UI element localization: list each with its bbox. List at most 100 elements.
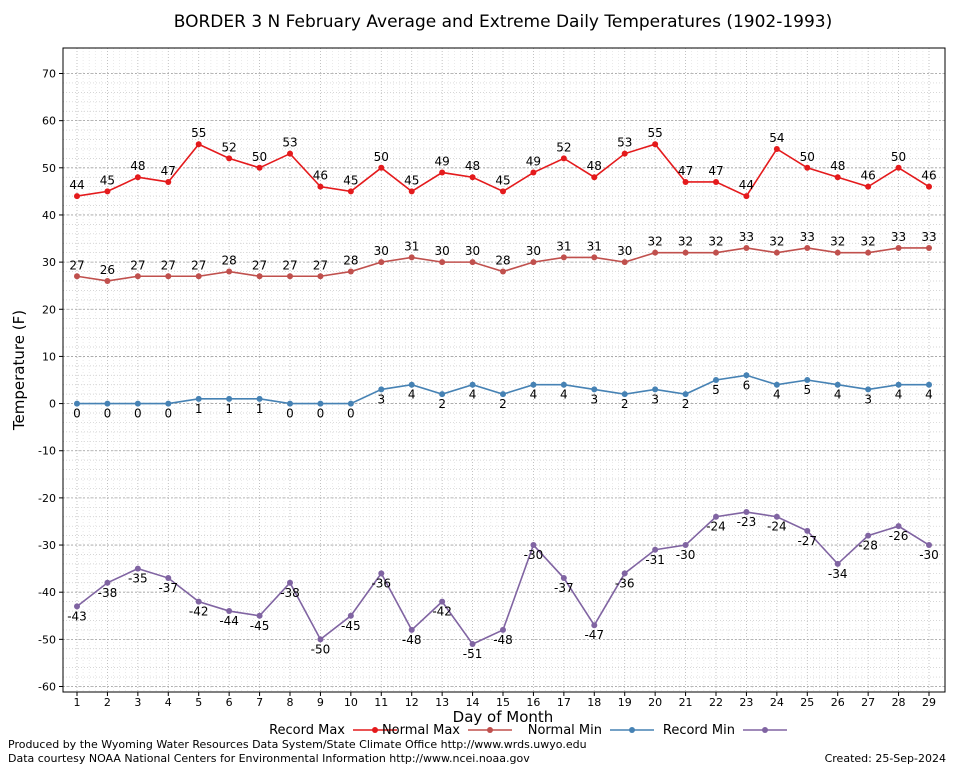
data-label-record-max: 50 <box>374 150 389 164</box>
data-point-record-max <box>591 174 598 181</box>
data-point-normal-max <box>865 249 872 256</box>
data-label-record-max: 45 <box>404 173 419 187</box>
data-point-record-min <box>74 603 80 610</box>
data-point-record-max <box>226 155 233 162</box>
data-point-record-min <box>804 527 811 534</box>
data-label-normal-min: 4 <box>469 388 477 402</box>
data-point-normal-max <box>347 268 354 275</box>
legend-marker <box>629 727 635 733</box>
data-point-normal-min <box>834 381 841 388</box>
data-point-normal-min <box>530 381 537 388</box>
data-label-normal-min: 3 <box>377 392 385 406</box>
data-label-normal-max: 27 <box>191 258 206 272</box>
data-label-record-max: 45 <box>343 173 358 187</box>
y-tick-label: 60 <box>42 115 56 128</box>
data-label-normal-max: 32 <box>708 235 723 249</box>
data-label-record-max: 48 <box>830 159 845 173</box>
data-label-record-min: -24 <box>767 520 787 534</box>
data-label-record-max: 46 <box>861 169 876 183</box>
data-point-normal-min <box>652 386 659 393</box>
data-point-record-min <box>256 612 263 619</box>
data-label-normal-max: 33 <box>921 230 936 244</box>
data-point-record-min <box>530 542 537 549</box>
data-label-record-min: -36 <box>615 576 635 590</box>
data-label-normal-max: 26 <box>100 263 115 277</box>
legend-marker <box>372 727 378 733</box>
data-label-normal-max: 31 <box>556 239 571 253</box>
data-point-normal-min <box>317 400 324 407</box>
data-point-normal-max <box>378 259 385 266</box>
legend-marker <box>487 727 493 733</box>
data-point-record-max <box>287 150 293 157</box>
data-label-normal-max: 28 <box>343 254 358 268</box>
data-point-record-max <box>865 183 872 190</box>
data-label-normal-max: 27 <box>282 258 297 272</box>
x-tick-label: 23 <box>739 696 753 709</box>
data-point-record-max <box>74 193 80 200</box>
legend-item-record-max: Record Max <box>269 723 397 738</box>
data-label-normal-min: 3 <box>651 392 659 406</box>
data-label-normal-max: 28 <box>222 254 237 268</box>
data-label-record-max: 55 <box>191 126 206 140</box>
data-label-record-min: -27 <box>797 534 817 548</box>
data-point-record-max <box>713 178 719 185</box>
data-point-normal-min <box>256 395 263 402</box>
data-label-record-min: -30 <box>676 548 696 562</box>
data-label-record-max: 50 <box>252 150 267 164</box>
data-point-normal-max <box>530 259 537 266</box>
data-point-record-min <box>682 542 689 549</box>
x-tick-label: 12 <box>405 696 419 709</box>
data-label-normal-min: 3 <box>864 392 872 406</box>
x-tick-label: 26 <box>831 696 845 709</box>
data-point-record-max <box>195 141 202 148</box>
data-point-record-max <box>530 169 537 176</box>
data-label-record-min: -51 <box>463 647 483 661</box>
data-label-record-max: 45 <box>495 173 510 187</box>
data-label-record-min: -50 <box>311 642 331 656</box>
data-point-normal-max <box>195 273 202 280</box>
data-label-normal-max: 32 <box>648 235 663 249</box>
data-point-record-max <box>347 188 354 195</box>
data-label-record-min: -35 <box>128 572 148 586</box>
x-tick-label: 7 <box>256 696 263 709</box>
data-point-normal-min <box>226 395 233 402</box>
series-normal-min: 0 0 0 0 1 1 1 0 0 0 3 4 2 4 2 4 4 3 2 3 2 5 6 4 5 4 3 4 4 <box>73 372 933 421</box>
data-point-record-min <box>347 612 354 619</box>
data-label-normal-max: 32 <box>769 235 784 249</box>
data-point-record-min <box>469 641 476 648</box>
data-point-normal-max <box>165 273 172 280</box>
data-point-normal-min <box>74 400 80 407</box>
data-label-normal-min: 4 <box>925 388 933 402</box>
data-label-normal-max: 33 <box>891 230 906 244</box>
data-label-normal-max: 32 <box>830 235 845 249</box>
data-point-record-min <box>865 532 872 539</box>
data-point-record-max <box>621 150 628 157</box>
legend-label: Normal Min <box>528 723 602 738</box>
data-point-record-max <box>134 174 141 181</box>
data-point-record-max <box>682 178 689 185</box>
data-label-record-min: -31 <box>645 553 665 567</box>
legend-label: Record Max <box>269 723 345 738</box>
data-label-normal-min: 0 <box>104 407 112 421</box>
data-label-record-min: -30 <box>524 548 544 562</box>
data-label-record-min: -47 <box>584 628 604 642</box>
data-point-record-min <box>591 622 598 629</box>
y-tick-label: 20 <box>42 303 56 316</box>
data-label-normal-min: 1 <box>225 402 233 416</box>
data-label-normal-min: 0 <box>164 407 172 421</box>
data-point-record-min <box>408 626 415 633</box>
data-point-record-max <box>652 141 659 148</box>
data-point-normal-min <box>591 386 598 393</box>
data-point-normal-min <box>865 386 872 393</box>
data-label-normal-min: 0 <box>317 407 325 421</box>
data-label-record-min: -37 <box>554 581 574 595</box>
x-tick-label: 6 <box>226 696 233 709</box>
x-tick-label: 14 <box>466 696 480 709</box>
data-label-record-min: -23 <box>737 515 757 529</box>
data-point-record-min <box>439 598 446 605</box>
data-label-normal-min: 2 <box>621 397 629 411</box>
y-tick-label: 40 <box>42 209 56 222</box>
x-tick-label: 3 <box>134 696 141 709</box>
